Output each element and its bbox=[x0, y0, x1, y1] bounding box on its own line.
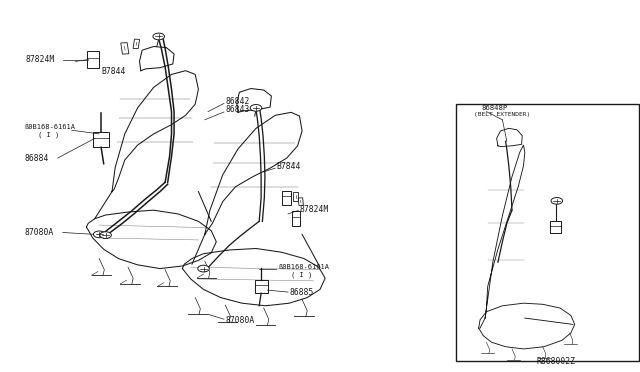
Text: 87824M: 87824M bbox=[300, 205, 329, 214]
Circle shape bbox=[551, 198, 563, 204]
Bar bbox=[298, 198, 303, 205]
Circle shape bbox=[153, 33, 164, 40]
Text: 86885: 86885 bbox=[289, 288, 314, 296]
Text: ß0B168-6161A: ß0B168-6161A bbox=[278, 264, 330, 270]
Bar bbox=[121, 43, 129, 54]
Text: (BELT EXTENDER): (BELT EXTENDER) bbox=[474, 112, 530, 117]
Text: 86848P: 86848P bbox=[481, 105, 508, 111]
Bar bbox=[93, 132, 109, 147]
Circle shape bbox=[250, 105, 262, 111]
Text: 86843: 86843 bbox=[225, 105, 250, 114]
Circle shape bbox=[198, 265, 209, 272]
Bar bbox=[87, 51, 99, 68]
Bar bbox=[133, 39, 140, 49]
Text: 86884: 86884 bbox=[24, 154, 49, 163]
Bar bbox=[292, 211, 300, 226]
Bar bbox=[456, 104, 639, 361]
Text: B7844: B7844 bbox=[101, 67, 125, 76]
Circle shape bbox=[93, 231, 105, 238]
Circle shape bbox=[100, 232, 111, 238]
Text: 87080A: 87080A bbox=[225, 316, 255, 325]
Bar bbox=[255, 280, 268, 293]
Text: ( I ): ( I ) bbox=[38, 131, 60, 138]
Bar bbox=[293, 192, 298, 201]
Text: B7844: B7844 bbox=[276, 162, 301, 171]
Text: 87824M: 87824M bbox=[26, 55, 55, 64]
Text: R868002Z: R868002Z bbox=[536, 357, 575, 366]
Bar bbox=[550, 221, 561, 233]
Text: 86842: 86842 bbox=[225, 97, 250, 106]
Text: 87080A: 87080A bbox=[24, 228, 54, 237]
Bar bbox=[282, 191, 291, 205]
Text: ( I ): ( I ) bbox=[291, 271, 312, 278]
Text: ß0B168-6161A: ß0B168-6161A bbox=[24, 124, 76, 130]
